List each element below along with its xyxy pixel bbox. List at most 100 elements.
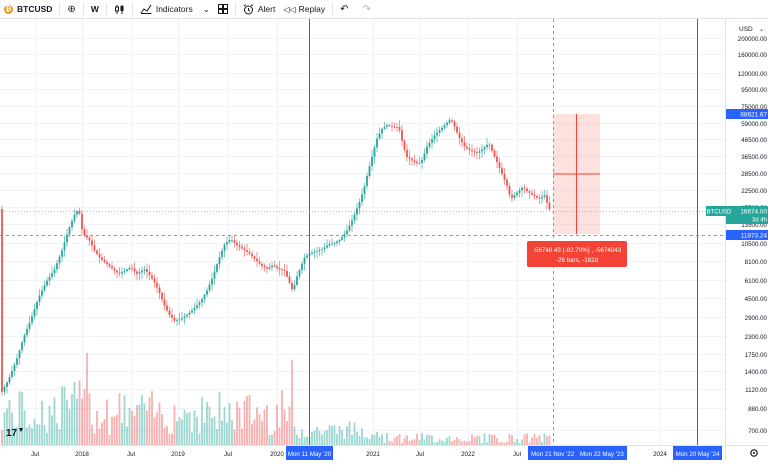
volume-bar xyxy=(31,428,33,445)
volume-bar xyxy=(461,441,463,445)
chart-pane[interactable]: -56748.43 (-82.70%) , -5674843 -26 bars,… xyxy=(0,19,725,445)
volume-bar xyxy=(111,416,113,445)
volume-bar xyxy=(158,402,161,445)
divider xyxy=(234,3,236,15)
candle-body xyxy=(288,276,291,283)
volume-bar xyxy=(11,412,13,445)
volume-bar xyxy=(458,438,461,445)
time-tick-label: 2019 xyxy=(171,451,185,458)
undo-button[interactable]: ↶ xyxy=(336,0,352,18)
compare-button[interactable]: ⊕ xyxy=(63,0,79,18)
candle-body xyxy=(41,290,43,296)
alert-button[interactable]: Alert xyxy=(239,0,279,18)
price-tick-label: 2300.00 xyxy=(745,334,768,341)
volume-bar xyxy=(71,394,73,445)
volume-bar xyxy=(501,441,503,445)
candle-body xyxy=(338,239,341,242)
volume-bar xyxy=(63,386,66,445)
redo-button[interactable]: ↷ xyxy=(358,0,374,18)
volume-bar xyxy=(33,419,36,445)
candle-body xyxy=(16,358,18,365)
volume-bar xyxy=(61,386,63,445)
candle-body xyxy=(196,305,198,309)
candle-body xyxy=(363,186,366,195)
volume-bar xyxy=(518,442,521,445)
candle-body xyxy=(233,240,236,243)
candle-body xyxy=(141,270,143,273)
volume-bar xyxy=(398,434,401,445)
volume-bar xyxy=(456,436,458,445)
volume-bar xyxy=(156,412,158,445)
divider xyxy=(82,3,84,15)
candle-body xyxy=(531,192,533,195)
candle-body xyxy=(138,272,141,274)
candle-body xyxy=(181,318,183,320)
interval-button[interactable]: W xyxy=(87,0,103,18)
volume-bar xyxy=(423,439,426,445)
candle-body xyxy=(261,263,263,266)
candle-body xyxy=(468,148,471,151)
layout-button[interactable] xyxy=(214,0,232,18)
candle-body xyxy=(473,151,476,153)
volume-bar xyxy=(46,432,48,445)
candle-body xyxy=(401,130,403,141)
volume-bar xyxy=(113,416,116,445)
price-tick-label: 28500.00 xyxy=(741,171,767,178)
candle-body xyxy=(406,149,408,158)
volume-bar xyxy=(81,398,83,445)
volume-bar xyxy=(253,419,256,445)
candle-body xyxy=(528,191,531,193)
candle-body xyxy=(518,190,521,193)
indicators-button[interactable]: Indicators ⌄ xyxy=(136,0,214,18)
volume-bar xyxy=(126,426,128,445)
candle-body xyxy=(63,242,66,251)
candle-body xyxy=(268,267,271,269)
replay-button[interactable]: ◁◁ Replay xyxy=(279,0,329,18)
volume-bar xyxy=(373,434,376,445)
volume-bar xyxy=(378,436,381,445)
candle-body xyxy=(471,150,473,152)
time-tick-label: Jul xyxy=(513,451,521,458)
price-tick-label: 880.00 xyxy=(748,406,767,413)
volume-bar xyxy=(293,426,296,445)
volume-bar xyxy=(173,405,176,445)
candle-body xyxy=(388,125,391,126)
candle-body xyxy=(353,214,356,221)
volume-bar xyxy=(68,408,71,445)
volume-bar xyxy=(356,431,358,445)
volume-bar xyxy=(178,417,181,445)
candle-body xyxy=(501,168,503,174)
gear-icon[interactable] xyxy=(726,446,768,460)
candle-body xyxy=(513,195,516,198)
volume-bar xyxy=(393,438,396,445)
time-axis[interactable]: Jul 2018 Jul 2019 Jul 2020 2021 Jul 2022 Jul 2024 … xyxy=(0,445,725,460)
marker-left-badge xyxy=(286,446,333,460)
price-tick-label: 1400.00 xyxy=(745,369,768,376)
candle-body xyxy=(226,242,228,245)
price-axis[interactable]: USD ⌄ 200000.00 160000.00 120000.00 95000.0… xyxy=(725,19,768,445)
candle-body xyxy=(506,179,508,186)
volume-bar xyxy=(6,408,8,445)
price-tick-label: 1120.00 xyxy=(745,387,767,394)
grid xyxy=(0,19,725,445)
candle-body xyxy=(168,310,171,315)
candle-body xyxy=(441,127,443,131)
candle-body xyxy=(231,240,233,241)
volume-bar xyxy=(3,412,6,445)
candle-body xyxy=(448,120,451,123)
volume-bar xyxy=(531,437,533,445)
candle-body xyxy=(368,166,371,176)
candle-body xyxy=(453,121,456,127)
volume-bar xyxy=(383,442,386,445)
volume-bar xyxy=(323,430,326,445)
volume-bar xyxy=(41,400,43,445)
candle-body xyxy=(313,251,316,253)
settings-corner[interactable] xyxy=(725,445,768,460)
symbol-search[interactable]: ₿ BTCUSD xyxy=(0,0,56,18)
volume-bar xyxy=(201,396,203,445)
chart-type-button[interactable] xyxy=(110,0,129,18)
candle-body xyxy=(273,265,276,267)
volume-bar xyxy=(366,437,368,445)
chevron-down-icon[interactable]: ⌄ xyxy=(759,27,764,33)
candle-body xyxy=(93,245,96,251)
